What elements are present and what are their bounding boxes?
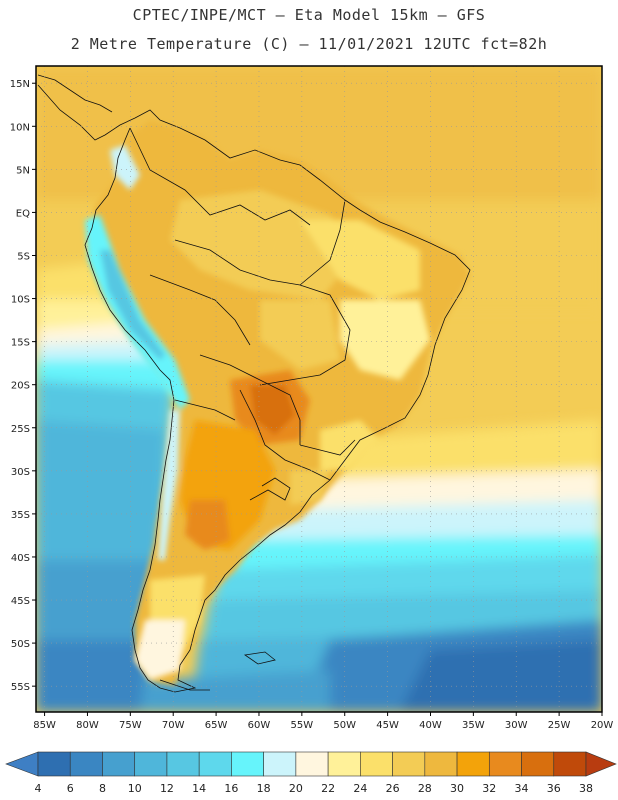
colorbar-label: 30: [450, 782, 464, 795]
colorbar-label: 28: [418, 782, 432, 795]
colorbar-segment: [102, 751, 136, 777]
lat-label: 45S: [11, 596, 30, 607]
map-title-line-2: 2 Metre Temperature (C) – 11/01/2021 12U…: [70, 35, 548, 53]
lat-label: EQ: [16, 208, 30, 219]
lat-label: 5N: [16, 165, 30, 176]
lon-label: 65W: [205, 720, 228, 731]
lat-label: 25S: [11, 424, 30, 435]
color-scale-bar: [5, 751, 617, 777]
colorbar-label: 22: [321, 782, 335, 795]
colorbar-segment: [37, 751, 71, 777]
colorbar-label: 12: [160, 782, 174, 795]
colorbar-label: 34: [515, 782, 529, 795]
lat-label: 10N: [10, 122, 30, 133]
colorbar-segment: [295, 751, 329, 777]
colorbar-label: 4: [35, 782, 42, 795]
lat-label: 20S: [11, 381, 30, 392]
colorbar-segment: [424, 751, 458, 777]
lon-label: 75W: [119, 720, 142, 731]
lon-label: 85W: [33, 720, 56, 731]
lon-label: 40W: [419, 720, 442, 731]
colorbar-label: 14: [192, 782, 206, 795]
latitude-labels: 15N 10N 5N EQ 5S 10S 15S 20S 25S 30S 35S 40S 45S 50S 5…: [10, 79, 36, 693]
colorbar-label: 32: [482, 782, 496, 795]
lat-label: 30S: [11, 467, 30, 478]
coastline-borders: [37, 74, 471, 693]
lon-label: 30W: [505, 720, 528, 731]
lon-label: 70W: [162, 720, 185, 731]
colorbar-segment: [392, 751, 426, 777]
colorbar-label: 16: [224, 782, 238, 795]
lat-label: 40S: [11, 553, 30, 564]
colorbar-segment: [521, 751, 555, 777]
lon-label: 25W: [548, 720, 571, 731]
colorbar-label: 24: [353, 782, 367, 795]
colorbar-low-arrow: [5, 751, 39, 777]
colorbar-segment: [360, 751, 393, 777]
lon-label: 45W: [376, 720, 399, 731]
colorbar-label: 20: [289, 782, 303, 795]
lon-label: 55W: [291, 720, 314, 731]
colorbar-segment: [134, 751, 168, 777]
lon-label: 50W: [333, 720, 356, 731]
lat-label: 35S: [11, 510, 30, 521]
colorbar-segment: [327, 751, 361, 777]
lat-label: 15N: [10, 79, 30, 90]
lat-label: 15S: [11, 338, 30, 349]
colorbar-segment: [198, 751, 232, 777]
colorbar-label: 8: [99, 782, 106, 795]
map-title-line-1: CPTEC/INPE/MCT – Eta Model 15km – GFS: [132, 6, 486, 24]
lon-label: 80W: [76, 720, 99, 731]
lat-label: 50S: [11, 639, 30, 650]
lon-label: 20W: [591, 720, 614, 731]
lat-label: 10S: [11, 295, 30, 306]
colorbar-label: 10: [128, 782, 142, 795]
colorbar-segment: [166, 751, 200, 777]
map-frame: [35, 65, 603, 713]
colorbar-label: 26: [386, 782, 400, 795]
colorbar-label: 38: [579, 782, 593, 795]
longitude-labels: 85W 80W 75W 70W 65W 60W 55W 50W 45W 40W 35W 30W 25W 2…: [33, 712, 613, 731]
lat-label: 5S: [17, 251, 30, 262]
colorbar-segment: [488, 751, 522, 777]
color-scale-labels: 4 6 8 10 12 14 16 18 20 22 24 26 28 30 32 34 36 38: [35, 782, 594, 795]
colorbar-high-arrow: [585, 751, 617, 777]
colorbar-label: 6: [67, 782, 74, 795]
lat-label: 55S: [11, 682, 30, 693]
colorbar-segment: [456, 751, 490, 777]
colorbar-label: 36: [547, 782, 561, 795]
colorbar-segment: [231, 751, 264, 777]
colorbar-segment: [553, 751, 587, 777]
colorbar-label: 18: [257, 782, 271, 795]
lon-label: 60W: [248, 720, 271, 731]
temperature-field: [36, 66, 602, 712]
colorbar-segment: [263, 751, 297, 777]
lon-label: 35W: [462, 720, 485, 731]
colorbar-segment: [69, 751, 103, 777]
